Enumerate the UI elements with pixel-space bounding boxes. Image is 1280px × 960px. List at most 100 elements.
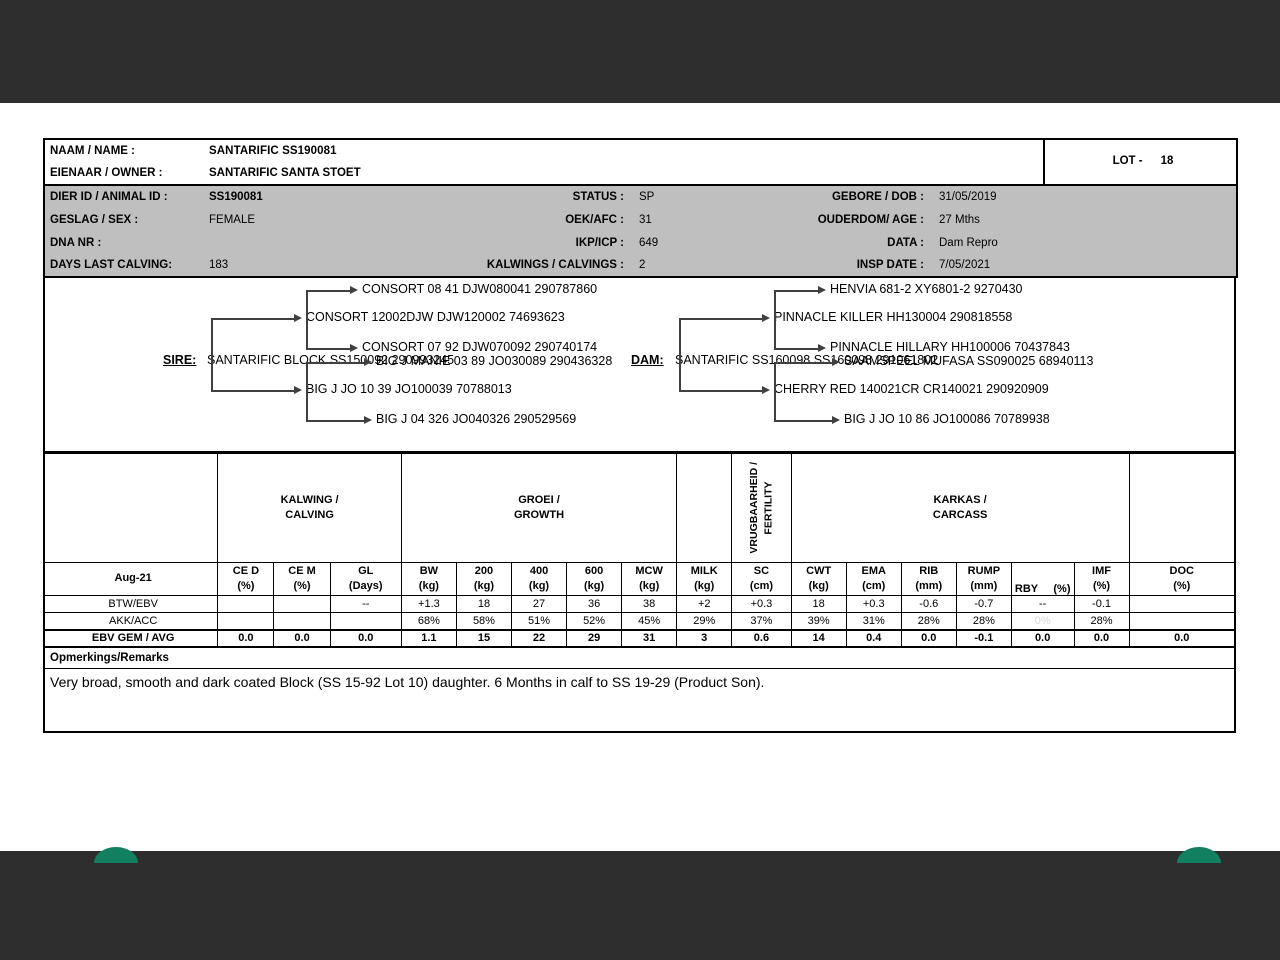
cell-akk-400: 51% <box>510 612 568 630</box>
col-head-imf-unit: (%) <box>1092 580 1111 592</box>
col-head-sc: SC (cm) <box>731 562 792 596</box>
dam-sire-dam-bracket-vertical <box>774 320 776 350</box>
cell-btw-600: 36 <box>566 595 623 613</box>
dam-dam-name: CHERRY RED 140021CR CR140021 290920909 <box>774 382 1049 396</box>
cell-avg-gl: 0.0 <box>329 628 402 647</box>
cell-btw-ema: +0.3 <box>845 595 902 613</box>
detail-row-1: DIER ID / ANIMAL ID : SS190081 STATUS : … <box>44 185 1237 208</box>
detail-row-3: DNA NR : IKP/ICP : 649 DATA : Dam Repro <box>44 231 1237 254</box>
age-value: 27 Mths <box>939 213 980 226</box>
sire-sire-sire-arrow-icon <box>350 286 358 294</box>
row-label-ebv-avg: EBV GEM / AVG <box>43 628 219 647</box>
cell-akk-ema: 31% <box>845 612 902 630</box>
animal-header-block: NAAM / NAME : SANTARIFIC SS190081 LOT - 1… <box>43 138 1238 278</box>
col-head-cwt: CWT (kg) <box>790 562 847 596</box>
col-head-cem: CE M (%) <box>273 562 331 596</box>
col-head-doc: DOC (%) <box>1128 562 1236 596</box>
col-head-200-unit: (kg) <box>473 580 495 592</box>
col-head-400: 400 (kg) <box>510 562 568 596</box>
col-head-ema-unit: (cm) <box>862 580 886 592</box>
col-head-ced-name: CE D <box>232 564 260 577</box>
insp-date-value: 7/05/2021 <box>939 259 991 271</box>
sire-sire-sire-connector <box>306 290 350 292</box>
cell-btw-bw: +1.3 <box>400 595 457 613</box>
days-last-calving-label: DAYS LAST CALVING: <box>50 259 173 271</box>
sire-dam-dam-bracket-vertical <box>306 392 308 422</box>
cell-btw-milk: +2 <box>676 595 733 613</box>
table-row: AKK/ACC 68% 58% 51% 52% 45% 29% 37% 39% … <box>43 612 1236 630</box>
dam-dam-sire-arrow-icon <box>832 358 840 366</box>
dam-sire-connector <box>679 318 762 320</box>
col-head-ema-name: EMA <box>861 564 886 577</box>
sex-label: GESLAG / SEX : <box>50 213 139 226</box>
sire-sire-connector <box>211 318 294 320</box>
detail-row-2: GESLAG / SEX : FEMALE OEK/AFC : 31 OUDER… <box>44 208 1237 231</box>
row-label-akk-acc: AKK/ACC <box>43 612 219 630</box>
cell-akk-200: 58% <box>455 612 512 630</box>
cell-akk-rby: 0% <box>1010 612 1075 630</box>
dam-dam-dam-bracket-vertical <box>774 392 776 422</box>
dam-dam-dam-connector <box>774 420 832 422</box>
group-calving-label-line1: KALWING / <box>280 494 339 507</box>
cell-btw-cem <box>273 595 331 613</box>
col-head-rby-name: RBY <box>1014 583 1039 595</box>
sire-dam-arrow-icon <box>294 386 302 394</box>
lot-label: LOT - <box>1112 155 1143 168</box>
cell-btw-cwt: 18 <box>790 595 847 613</box>
header-owner-spacer <box>634 162 1044 185</box>
cell-btw-200: 18 <box>455 595 512 613</box>
cell-akk-bw: 68% <box>400 612 457 630</box>
cell-akk-rump: 28% <box>955 612 1012 630</box>
col-head-600: 600 (kg) <box>566 562 623 596</box>
sire-dam-sire-arrow-icon <box>364 358 372 366</box>
dam-sire-sire-bracket-vertical <box>774 290 776 320</box>
data-value: Dam Repro <box>939 236 998 249</box>
cell-btw-rump: -0.7 <box>955 595 1012 613</box>
icp-value: 649 <box>639 236 659 249</box>
remarks-title: Opmerkings/Remarks <box>45 648 1234 669</box>
sex-value: FEMALE <box>209 213 256 226</box>
col-head-imf: IMF (%) <box>1073 562 1130 596</box>
group-calving: KALWING / CALVING <box>217 453 402 563</box>
col-head-ced: CE D (%) <box>217 562 275 596</box>
cell-avg-sc: 0.6 <box>731 628 792 647</box>
cell-akk-cem <box>273 612 331 630</box>
col-head-400-unit: (kg) <box>528 580 550 592</box>
dam-sire-dam-name: PINNACLE HILLARY HH100006 70437843 <box>830 340 1070 354</box>
data-label: DATA : <box>887 236 924 249</box>
dam-sire-arrow-icon <box>762 314 770 322</box>
dam-dam-sire-connector <box>774 362 832 364</box>
cell-avg-rby: 0.0 <box>1010 628 1075 647</box>
col-head-gl-name: GL <box>358 564 374 577</box>
cell-btw-imf: -0.1 <box>1073 595 1130 613</box>
group-spacer-left <box>43 453 219 563</box>
col-head-cwt-unit: (kg) <box>808 580 829 592</box>
cell-btw-sc: +0.3 <box>731 595 792 613</box>
dam-dam-dam-arrow-icon <box>832 416 840 424</box>
top-letterbox-bar <box>0 0 1280 103</box>
cell-akk-600: 52% <box>566 612 623 630</box>
col-head-rib: RIB (mm) <box>900 562 957 596</box>
col-head-400-name: 400 <box>529 564 549 577</box>
col-head-200: 200 (kg) <box>455 562 512 596</box>
sire-dam-sire-connector <box>306 362 364 364</box>
icp-label: IKP/ICP : <box>575 236 624 249</box>
insp-date-label: INSP DATE : <box>856 259 924 271</box>
age-label: OUDERDOM/ AGE : <box>817 213 924 226</box>
dam-bracket-vertical <box>679 318 681 392</box>
cell-avg-rump: -0.1 <box>955 628 1012 647</box>
header-name-spacer <box>634 139 1044 162</box>
sire-sire-sire-name: CONSORT 08 41 DJW080041 290787860 <box>362 282 598 296</box>
cell-avg-imf: 0.0 <box>1073 628 1130 647</box>
afc-value: 31 <box>639 213 652 226</box>
col-head-rby-unit: (%) <box>1053 583 1071 595</box>
afc-label: OEK/AFC : <box>565 213 624 226</box>
sire-dam-connector <box>211 390 294 392</box>
dam-label: DAM: <box>631 353 664 367</box>
sire-bracket-vertical <box>211 318 213 392</box>
status-value: SP <box>639 191 655 203</box>
lot-number: 18 <box>1160 155 1174 168</box>
cell-avg-cem: 0.0 <box>273 628 331 647</box>
detail-row-4: DAYS LAST CALVING: 183 KALWINGS / CALVIN… <box>44 254 1237 277</box>
cell-akk-gl <box>329 612 402 630</box>
